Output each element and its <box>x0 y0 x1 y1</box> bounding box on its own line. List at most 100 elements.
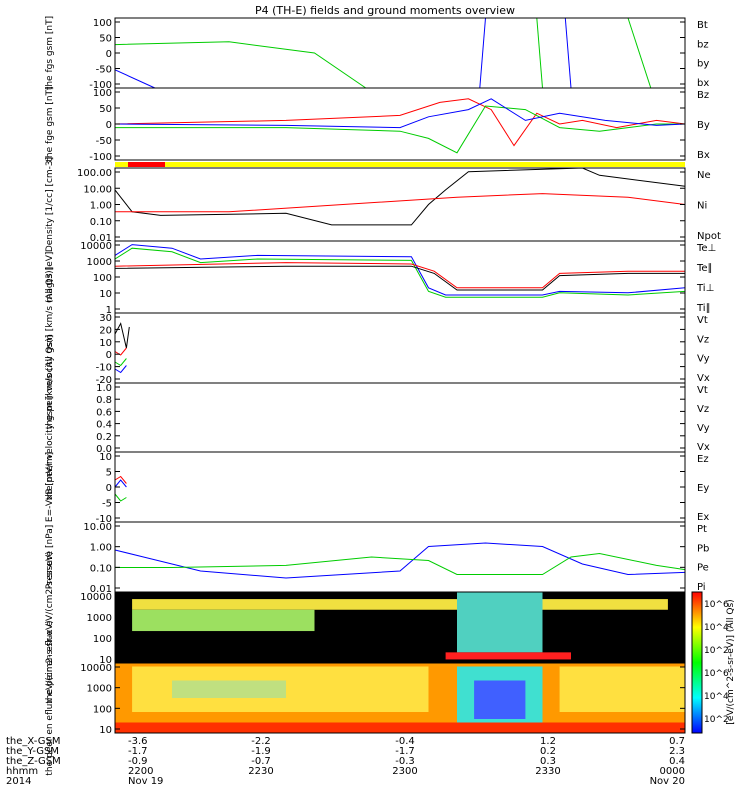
series-line-3 <box>479 17 486 89</box>
y-tick-label: 5 <box>106 468 112 479</box>
legend-entry: Vz <box>697 334 709 345</box>
panel-9: 10000 1000 100 10 the peir en eflux eV/(cm2-… <box>45 551 686 704</box>
x-row-value: 0.7 <box>669 736 685 747</box>
series-line-1 <box>114 322 130 349</box>
y-axis-label: Pressure [nPa] <box>45 525 55 590</box>
x-row-value: 0.2 <box>540 746 556 757</box>
panel-frame <box>114 17 686 89</box>
y-tick-label: 30 <box>99 313 112 324</box>
y-tick-label: 0 <box>106 49 112 60</box>
y-tick-label: 100.00 <box>77 168 112 179</box>
x-row-value: -3.6 <box>128 736 148 747</box>
y-tick-label: 10 <box>99 655 112 666</box>
mode-bar-yellow <box>115 162 685 167</box>
colorbar-tick-label: 10^4 <box>704 623 729 633</box>
y-axis-label: the fge gsm [nT] <box>45 86 55 161</box>
y-tick-label: 10 <box>99 725 112 736</box>
legend-entry: Ti∥ <box>696 303 711 314</box>
x-row-value: -2.2 <box>251 736 271 747</box>
x-row-label: the_Y-GSM <box>6 746 59 757</box>
spectrogram-region-3 <box>457 592 543 653</box>
legend-entry: Pe <box>697 563 709 574</box>
legend-entry: Ex <box>697 512 709 523</box>
series-line-2 <box>114 493 127 502</box>
legend-entry: Vy <box>697 423 710 434</box>
y-tick-label: 0.10 <box>90 563 112 574</box>
legend-entry: Pb <box>697 543 709 554</box>
y-tick-label: -5 <box>102 499 112 510</box>
y-tick-label: 10.00 <box>83 184 112 195</box>
spectrogram-region-2 <box>132 609 315 632</box>
panel-frame <box>114 240 686 314</box>
panel-6: 1.00.80.6 0.40.20.0 the peer velocity gsm … <box>45 335 710 500</box>
x-row-value: 1.2 <box>540 736 556 747</box>
x-row-value: -1.7 <box>128 746 148 757</box>
legend-entry: Pi <box>697 582 706 593</box>
series-line-2 <box>115 193 686 213</box>
y-tick-label: 10 <box>99 452 112 463</box>
y-axis-label: the peer en eflux eV/(cm2-s-sr-eV) <box>45 620 55 775</box>
y-tick-label: 10 <box>99 289 112 300</box>
y-tick-label: 100 <box>93 273 112 284</box>
series-line-2 <box>114 347 127 356</box>
x-row-value: Nov 20 <box>650 776 685 787</box>
spectrogram-region-4 <box>559 666 685 712</box>
y-tick-label: 1000 <box>87 613 112 624</box>
y-tick-label: 0 <box>106 483 112 494</box>
y-tick-label: 1.00 <box>90 543 112 554</box>
y-tick-label: -50 <box>96 136 112 147</box>
y-tick-label: 100 <box>93 18 112 29</box>
colorbar-tick-label: 10^2 <box>704 715 729 725</box>
y-tick-label: 10 <box>99 338 112 349</box>
legend-entry: Vt <box>697 385 708 396</box>
legend-entry: Pt <box>697 524 707 535</box>
legend-entry: Ez <box>697 454 709 465</box>
y-tick-label: 1.00 <box>90 201 112 212</box>
series-line-3 <box>114 262 685 289</box>
panel-2: 100 50 0 -50 -100 the fge gsm [nT] Bz By Bx <box>45 86 710 163</box>
y-tick-label: -100 <box>89 80 112 91</box>
spectrogram-region-1 <box>115 722 685 733</box>
x-row-value: -0.9 <box>128 756 148 767</box>
y-tick-label: 0 <box>106 120 112 131</box>
colorbar-label: [eV/(cm^2-s-sr-eV)] (All Qs) <box>726 599 736 724</box>
series-line-1 <box>114 475 127 484</box>
x-row-value: 2230 <box>248 766 273 777</box>
series-line-2 <box>114 247 686 298</box>
x-row-value: 2330 <box>535 766 560 777</box>
legend-entry: Vx <box>697 373 710 384</box>
spectrogram-region-3 <box>172 680 286 698</box>
y-axis-label: the peir en eflux eV/(cm2-s-sr-eV) <box>45 551 55 703</box>
y-tick-label: 1000 <box>87 684 112 695</box>
series-line-4 <box>564 17 572 89</box>
y-tick-label: 0.01 <box>90 233 112 244</box>
x-row-value: 2.3 <box>669 746 685 757</box>
colorbar-tick-label: 10^4 <box>704 692 729 702</box>
series-line-5 <box>536 17 543 89</box>
series-line-6 <box>627 17 652 89</box>
series-line-1 <box>114 98 686 147</box>
legend-entry: Bt <box>697 20 708 31</box>
y-tick-label: -10 <box>96 363 112 374</box>
x-row-value: -1.9 <box>251 746 271 757</box>
x-row-value: 0.3 <box>540 756 556 767</box>
legend-entry: Bz <box>697 90 709 101</box>
series-line-2 <box>114 69 156 89</box>
panel-frame <box>114 451 686 523</box>
y-axis-label: magt3 [eV] <box>45 252 55 303</box>
y-tick-label: 0.4 <box>96 420 112 431</box>
colorbar-tick-label: 10^2 <box>704 646 729 656</box>
panel-frame <box>114 521 686 593</box>
x-row-value: -0.7 <box>251 756 271 767</box>
panel-frame <box>114 662 686 734</box>
x-row-value: -0.3 <box>395 756 415 767</box>
y-tick-label: 100 <box>93 704 112 715</box>
legend-entry: Ni <box>697 201 707 212</box>
series-line-4 <box>114 265 685 291</box>
panel-3: 100.00 10.00 1.00 0.10 0.01 Density [1/cc] [c… <box>45 157 721 252</box>
series-line-4 <box>114 365 127 374</box>
legend-entry: Bx <box>697 150 710 161</box>
series-line-2 <box>115 552 686 575</box>
